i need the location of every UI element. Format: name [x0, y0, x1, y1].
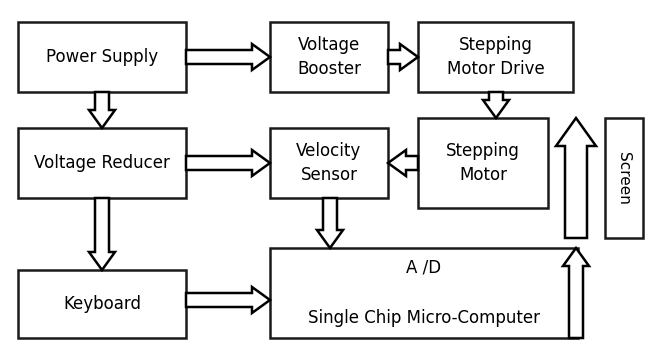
FancyBboxPatch shape: [418, 118, 548, 208]
FancyBboxPatch shape: [270, 248, 578, 338]
Polygon shape: [186, 44, 270, 70]
Text: Keyboard: Keyboard: [63, 295, 141, 313]
Polygon shape: [89, 92, 115, 128]
FancyBboxPatch shape: [605, 118, 643, 238]
Text: Velocity
Sensor: Velocity Sensor: [296, 141, 361, 184]
FancyBboxPatch shape: [18, 22, 186, 92]
Polygon shape: [483, 92, 509, 118]
Text: A /D

Single Chip Micro-Computer: A /D Single Chip Micro-Computer: [308, 259, 540, 327]
FancyBboxPatch shape: [270, 128, 388, 198]
Text: Stepping
Motor Drive: Stepping Motor Drive: [447, 35, 545, 78]
Text: Voltage
Booster: Voltage Booster: [297, 35, 361, 78]
Polygon shape: [556, 118, 596, 238]
Text: Stepping
Motor: Stepping Motor: [446, 141, 520, 184]
Text: Power Supply: Power Supply: [46, 48, 158, 66]
Polygon shape: [317, 198, 343, 248]
Polygon shape: [89, 198, 115, 270]
Polygon shape: [388, 44, 418, 70]
FancyBboxPatch shape: [418, 22, 573, 92]
Polygon shape: [186, 287, 270, 313]
FancyBboxPatch shape: [270, 22, 388, 92]
Text: Screen: Screen: [616, 151, 632, 204]
Polygon shape: [563, 248, 589, 338]
Text: Voltage Reducer: Voltage Reducer: [34, 154, 170, 172]
Polygon shape: [186, 150, 270, 176]
FancyBboxPatch shape: [18, 128, 186, 198]
FancyBboxPatch shape: [18, 270, 186, 338]
Polygon shape: [388, 150, 418, 176]
